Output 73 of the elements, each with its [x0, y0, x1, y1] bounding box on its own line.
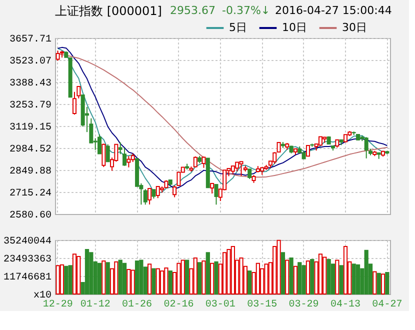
candlestick — [272, 152, 277, 164]
legend-label: 30日 — [342, 21, 367, 34]
candlestick — [239, 161, 244, 177]
bar — [385, 272, 390, 294]
x-tick-label: 03-29 — [288, 300, 319, 310]
bar — [289, 257, 294, 294]
bar — [185, 260, 190, 294]
text: 2016-04-27 15:00:44 — [275, 4, 392, 17]
candlestick — [306, 144, 310, 157]
y-tick-label: 2715.24 — [9, 188, 52, 200]
x-tick-label: 01-12 — [80, 300, 110, 310]
candlestick — [276, 142, 281, 153]
legend-label: 10日 — [282, 21, 307, 34]
bar — [84, 249, 90, 294]
bar — [214, 261, 218, 294]
bar — [168, 270, 172, 294]
candlestick — [106, 144, 110, 162]
bar — [198, 262, 202, 294]
y-tick-label: 3523.07 — [9, 56, 52, 68]
bar — [326, 259, 331, 294]
bar — [302, 265, 306, 294]
chart-title: 上证指数 [000001] — [55, 4, 162, 18]
candlestick — [126, 156, 131, 168]
bar — [280, 252, 286, 294]
bar — [97, 262, 102, 294]
y-tick-label: 2580.60 — [9, 210, 52, 222]
bar — [122, 262, 127, 294]
bar — [352, 264, 356, 294]
candlestick — [102, 143, 106, 168]
x-tick-label: 12-29 — [42, 300, 73, 310]
y-tick-label: 23493363 — [3, 254, 52, 266]
legend-label: 5日 — [229, 21, 247, 34]
candlestick — [148, 187, 152, 205]
y-tick-label: 3253.79 — [9, 100, 52, 112]
y-tick-label: 11746681 — [3, 272, 52, 284]
bar — [64, 266, 68, 294]
y-tick-label: 35240044 — [3, 236, 52, 248]
bar — [152, 268, 156, 294]
bar — [89, 252, 94, 294]
bar — [106, 262, 110, 294]
candlestick — [156, 186, 160, 199]
x-tick-label: 04-27 — [372, 300, 402, 310]
bar — [118, 260, 122, 294]
candlestick — [193, 156, 198, 168]
candlestick — [98, 134, 102, 154]
y-tick-label: 2984.52 — [9, 144, 52, 156]
y-tick-label: 3388.43 — [9, 78, 52, 90]
bar — [356, 264, 360, 294]
bar — [339, 265, 344, 294]
candlestick — [248, 168, 252, 180]
y-tick-label: 3657.71 — [9, 34, 52, 46]
bar — [139, 260, 144, 294]
bar — [248, 270, 252, 294]
bar — [68, 265, 72, 294]
candlestick — [364, 136, 368, 159]
bar — [206, 252, 210, 294]
y-tick-label: 3119.15 — [9, 122, 52, 134]
bar — [376, 272, 381, 294]
x-tick-label: 03-15 — [247, 300, 278, 310]
text: -0.37%↓ — [222, 4, 270, 17]
x-tick-label: 03-01 — [205, 300, 236, 310]
y-tick-label: 2849.88 — [9, 166, 52, 178]
candlestick — [214, 184, 218, 206]
x-tick-label: 01-26 — [122, 300, 152, 310]
bar — [134, 260, 140, 294]
candlestick — [202, 156, 206, 168]
x-tick-label: 04-13 — [330, 300, 360, 310]
text: 2953.67 — [170, 4, 216, 17]
bar — [298, 262, 302, 294]
bar — [364, 250, 368, 294]
x-tick-label: 02-16 — [164, 300, 194, 310]
bar — [310, 259, 314, 294]
candlestick — [143, 188, 148, 206]
